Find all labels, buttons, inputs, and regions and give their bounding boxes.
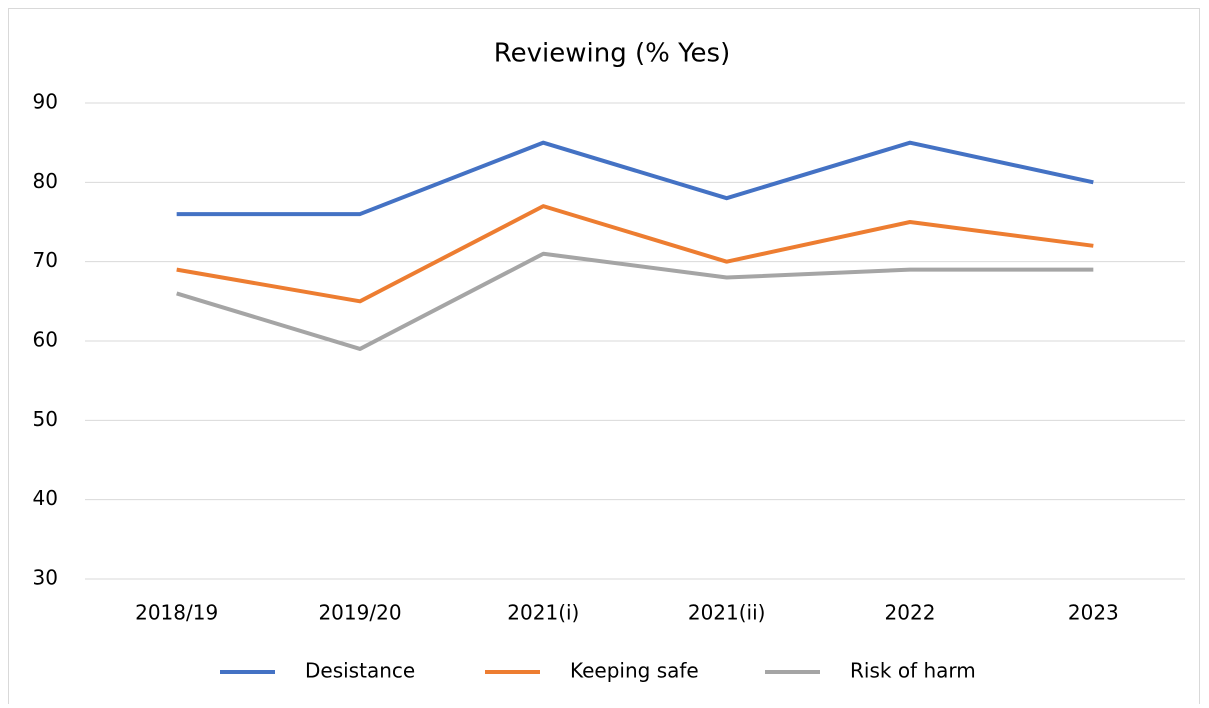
y-tick-label: 50 [33,407,58,431]
data-line [176,140,1094,217]
x-tick-label: 2019/20 [318,601,401,625]
y-tick-label: 30 [33,566,58,590]
x-tick-label: 2021(i) [507,601,579,625]
x-tick-label: 2021(ii) [688,601,766,625]
y-tick-label: 60 [33,328,58,352]
x-tick-label: 2023 [1068,601,1119,625]
legend-label: Keeping safe [570,659,699,683]
y-tick-label: 90 [33,90,58,114]
chart-title: Reviewing (% Yes) [494,39,730,69]
legend-label: Desistance [305,659,415,683]
chart-frame [8,8,1200,708]
y-tick-label: 70 [33,248,58,272]
data-line [176,251,1094,351]
x-tick-label: 2022 [885,601,936,625]
legend-label: Risk of harm [850,659,976,683]
y-tick-label: 40 [33,486,58,510]
data-line [176,204,1094,304]
y-tick-label: 80 [33,169,58,193]
x-tick-label: 2018/19 [135,601,218,625]
